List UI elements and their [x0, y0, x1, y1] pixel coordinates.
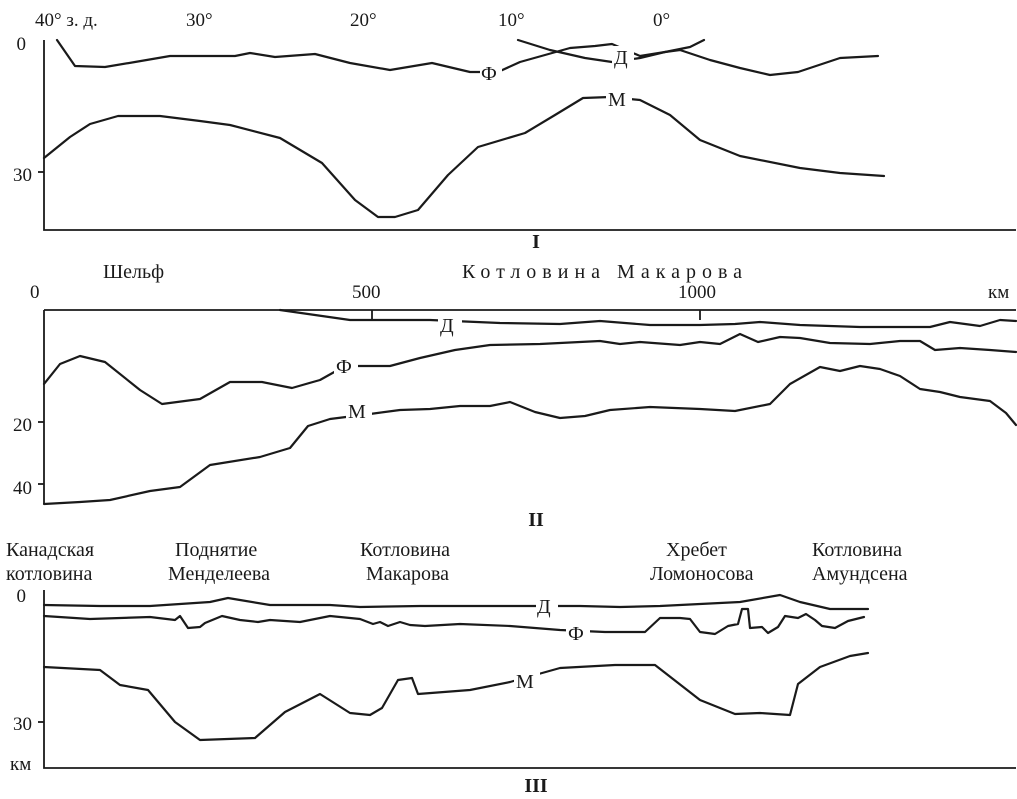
label-bg-f3: [566, 622, 590, 644]
km-tick-0: 0: [30, 282, 40, 303]
longitude-label-20: 20°: [350, 10, 377, 31]
basement-surface-f: [55, 38, 880, 77]
section-label-1: I: [532, 231, 540, 253]
sediment-surface-d: [278, 308, 1017, 329]
label-bg-f2: [334, 355, 358, 377]
longitude-label-10: 10°: [498, 10, 525, 31]
depth-unit-label: км: [10, 754, 31, 775]
section-label-2: II: [528, 509, 544, 531]
panel-1-frame: [43, 40, 1016, 231]
label-bg-m2: [346, 400, 372, 422]
depth-tick-30: 30: [13, 165, 32, 186]
basement-surface-f: [42, 332, 1017, 406]
longitude-label-0: 0°: [653, 10, 670, 31]
region-label-lomonosov-ridge-1: Хребет: [666, 539, 727, 561]
label-f-panel-3: Ф: [568, 623, 584, 645]
depth-tick-0-panel-3: 0: [17, 586, 27, 607]
moho-surface-m: [42, 651, 870, 742]
label-bg-d3: [536, 596, 558, 616]
region-label-amundsen-basin-1: Котловина: [812, 539, 902, 561]
label-d-panel-3: Д: [537, 596, 551, 618]
label-d-panel-2: Д: [440, 315, 454, 337]
region-label-makarov-basin: Котловина Макарова: [462, 261, 748, 283]
moho-surface-m: [42, 95, 886, 219]
region-label-canada-basin-1: Канадская: [6, 539, 94, 561]
longitude-label-40w: 40° з. д.: [35, 10, 98, 31]
label-m-panel-1: М: [608, 89, 626, 111]
region-label-lomonosov-ridge-2: Ломоносова: [650, 563, 754, 585]
km-tick-1000: 1000: [678, 282, 716, 303]
depth-tick-40: 40: [13, 478, 32, 499]
label-m-panel-2: М: [348, 401, 366, 423]
longitude-label-30: 30°: [186, 10, 213, 31]
region-label-mendeleev-rise-2: Менделеева: [168, 563, 270, 585]
basement-surface-f: [42, 607, 866, 636]
label-d-panel-1: Д: [614, 47, 628, 69]
region-label-makarov-basin-2: Макарова: [366, 563, 449, 585]
region-label-amundsen-basin-2: Амундсена: [812, 563, 908, 585]
panel-1: 40° з. д. 30° 20° 10° 0° 0 30 Д Ф М I: [13, 10, 1016, 253]
label-bg-f1: [480, 62, 502, 84]
region-label-makarov-basin-1: Котловина: [360, 539, 450, 561]
km-tick-500: 500: [352, 282, 381, 303]
label-bg-d1: [612, 46, 634, 68]
depth-tick-30-panel-3: 30: [13, 714, 32, 735]
panel-3: Канадская котловина Поднятие Менделеева …: [6, 539, 1016, 797]
km-unit-label: км: [988, 282, 1009, 303]
label-f-panel-1: Ф: [481, 63, 497, 85]
sediment-surface-d: [42, 593, 870, 611]
region-label-shelf: Шельф: [103, 261, 164, 283]
section-label-3: III: [524, 775, 548, 797]
panel-3-frame: [43, 590, 1016, 769]
label-m-panel-3: М: [516, 671, 534, 693]
panel-2: Шельф Котловина Макарова 0 500 1000 км 2…: [13, 261, 1017, 531]
moho-surface-m: [42, 364, 1017, 506]
region-label-mendeleev-rise-1: Поднятие: [175, 539, 257, 561]
depth-tick-0: 0: [17, 34, 27, 55]
label-bg-d2: [438, 314, 462, 336]
depth-tick-20: 20: [13, 415, 32, 436]
label-bg-m1: [606, 88, 632, 110]
region-label-canada-basin-2: котловина: [6, 563, 93, 585]
label-f-panel-2: Ф: [336, 356, 352, 378]
label-bg-m3: [514, 670, 540, 692]
